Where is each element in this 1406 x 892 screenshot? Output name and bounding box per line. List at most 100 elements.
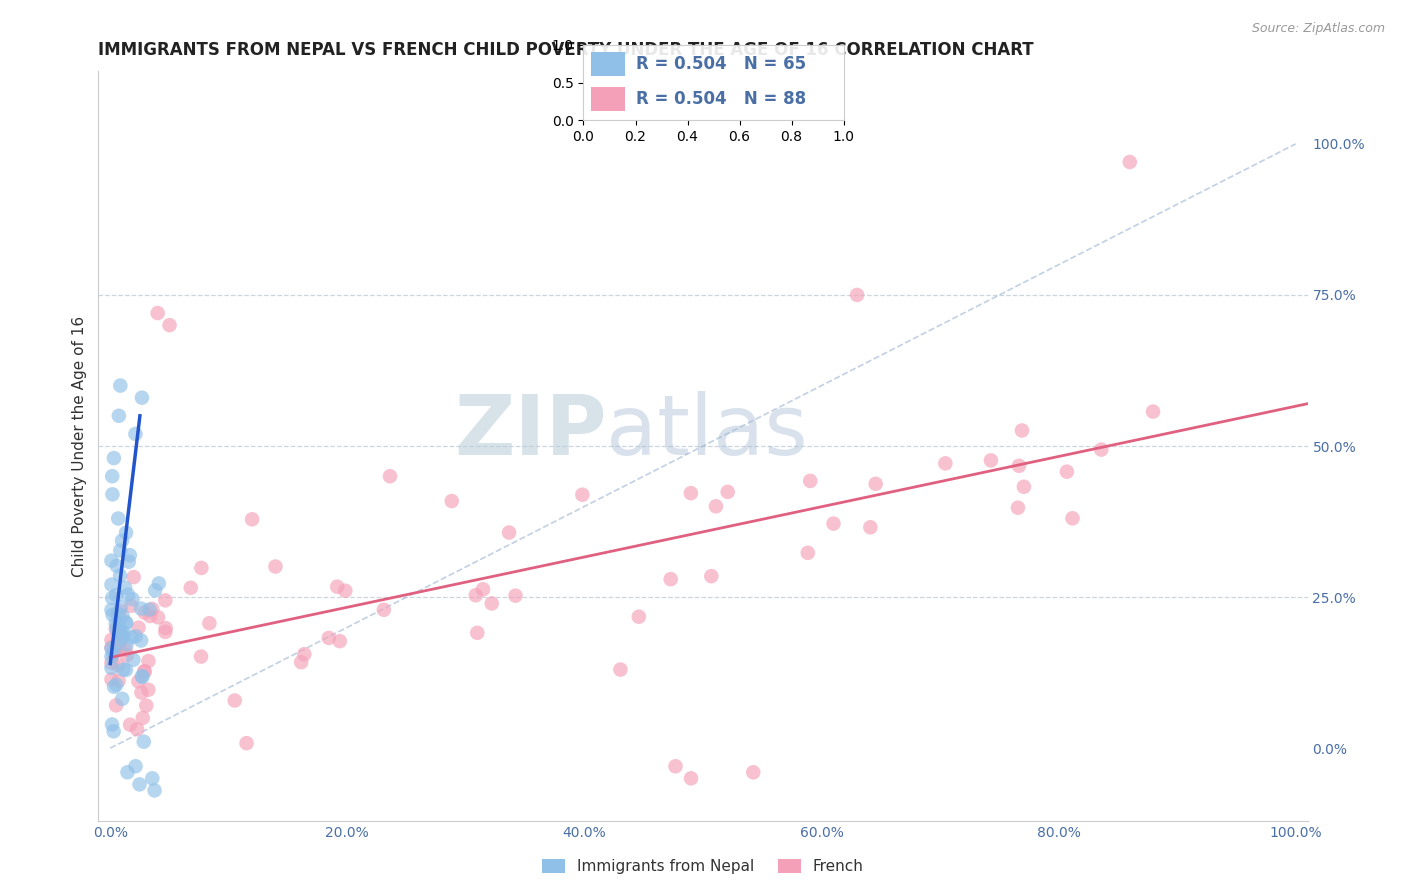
Point: [110, 599, 132, 614]
Point: [118, 555, 141, 569]
Point: [146, 306, 169, 320]
Point: [1007, 500, 1029, 515]
Point: [134, 664, 156, 678]
Point: [980, 453, 1002, 467]
Point: [107, 511, 129, 525]
Point: [224, 693, 246, 707]
Point: [139, 609, 162, 624]
Point: [100, 640, 122, 655]
Point: [143, 783, 166, 797]
Point: [118, 548, 141, 562]
Text: ZIP: ZIP: [454, 391, 606, 472]
Point: [127, 723, 149, 737]
Point: [100, 649, 122, 664]
Point: [155, 624, 177, 639]
Point: [112, 625, 135, 640]
Point: [235, 736, 257, 750]
Point: [131, 685, 153, 699]
Point: [101, 469, 124, 483]
Point: [1142, 404, 1164, 418]
Y-axis label: Child Poverty Under the Age of 16: Child Poverty Under the Age of 16: [72, 316, 87, 576]
Point: [100, 632, 122, 647]
Point: [159, 318, 181, 333]
Point: [742, 765, 765, 780]
Point: [107, 658, 129, 673]
Point: [127, 674, 149, 689]
Point: [104, 616, 127, 631]
Point: [1012, 480, 1035, 494]
Point: [111, 629, 134, 643]
Point: [100, 603, 122, 617]
Point: [115, 637, 138, 651]
Point: [659, 572, 682, 586]
Point: [105, 558, 128, 573]
Point: [115, 663, 138, 677]
Point: [101, 607, 124, 622]
Point: [111, 631, 134, 645]
Point: [440, 494, 463, 508]
Point: [264, 559, 287, 574]
Point: [108, 635, 131, 649]
Point: [679, 486, 702, 500]
Point: [111, 533, 134, 548]
Point: [132, 711, 155, 725]
Point: [290, 655, 312, 669]
Point: [664, 759, 686, 773]
Point: [107, 673, 129, 688]
Point: [1062, 511, 1084, 525]
Point: [100, 673, 122, 687]
Point: [108, 568, 131, 582]
Point: [128, 621, 150, 635]
Point: [115, 525, 138, 540]
Point: [799, 474, 821, 488]
Point: [122, 653, 145, 667]
Point: [110, 622, 132, 636]
Point: [190, 649, 212, 664]
Point: [121, 592, 143, 607]
Point: [104, 622, 127, 636]
Point: [292, 647, 315, 661]
Point: [717, 484, 740, 499]
Point: [498, 525, 520, 540]
Point: [505, 589, 527, 603]
Point: [100, 656, 122, 670]
Point: [105, 623, 128, 637]
Point: [155, 593, 177, 607]
Point: [472, 582, 495, 597]
Point: [134, 665, 156, 679]
Point: [117, 765, 139, 780]
Point: [141, 602, 163, 616]
Point: [110, 378, 132, 392]
Point: [132, 734, 155, 748]
Point: [859, 520, 882, 534]
Point: [128, 777, 150, 791]
Point: [111, 691, 134, 706]
Point: [465, 625, 488, 640]
Point: [155, 621, 177, 635]
Point: [103, 724, 125, 739]
Point: [120, 717, 142, 731]
Text: atlas: atlas: [606, 391, 808, 472]
Point: [135, 698, 157, 713]
Point: [148, 576, 170, 591]
Point: [108, 641, 131, 656]
FancyBboxPatch shape: [592, 52, 626, 77]
Point: [108, 615, 131, 629]
FancyBboxPatch shape: [592, 87, 626, 112]
Point: [101, 717, 124, 731]
Point: [114, 615, 136, 630]
Point: [198, 616, 221, 631]
Point: [190, 561, 212, 575]
Point: [138, 654, 160, 668]
Point: [112, 663, 135, 677]
Point: [131, 670, 153, 684]
Point: [1008, 458, 1031, 473]
Point: [1011, 424, 1033, 438]
Point: [124, 759, 146, 773]
Point: [100, 641, 122, 656]
Point: [105, 678, 128, 692]
Point: [481, 597, 503, 611]
Point: [823, 516, 845, 531]
Point: [138, 602, 160, 616]
Point: [129, 601, 152, 615]
